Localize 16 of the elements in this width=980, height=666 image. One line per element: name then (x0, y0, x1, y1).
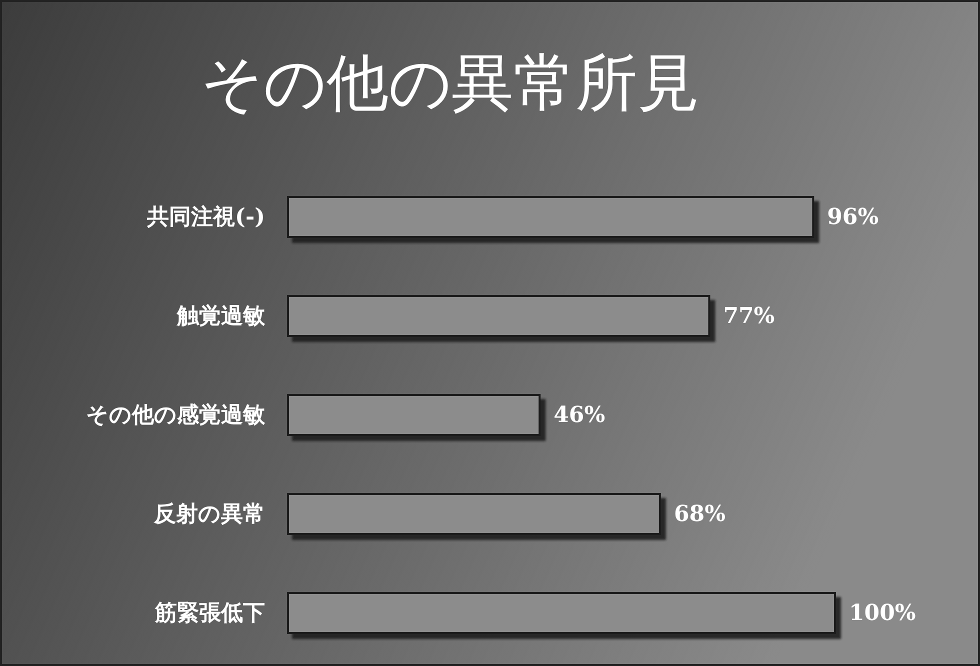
bar (287, 196, 814, 238)
y-tick-label: その他の感覚過敏 (86, 402, 266, 428)
bar (287, 592, 836, 634)
chart-title: その他の異常所見 (200, 46, 700, 119)
bar (287, 394, 541, 436)
y-tick-label: 筋緊張低下 (154, 600, 265, 626)
data-label: 100% (849, 600, 916, 626)
data-label: 77% (723, 303, 775, 329)
y-tick-label: 共同注視(-) (146, 204, 265, 230)
bar (287, 295, 710, 337)
data-label: 68% (674, 501, 726, 527)
y-tick-label: 反射の異常 (153, 501, 265, 527)
data-label: 46% (554, 402, 606, 428)
y-tick-label: 触覚過敏 (176, 303, 266, 329)
bar (287, 493, 661, 535)
data-label: 96% (827, 204, 879, 230)
